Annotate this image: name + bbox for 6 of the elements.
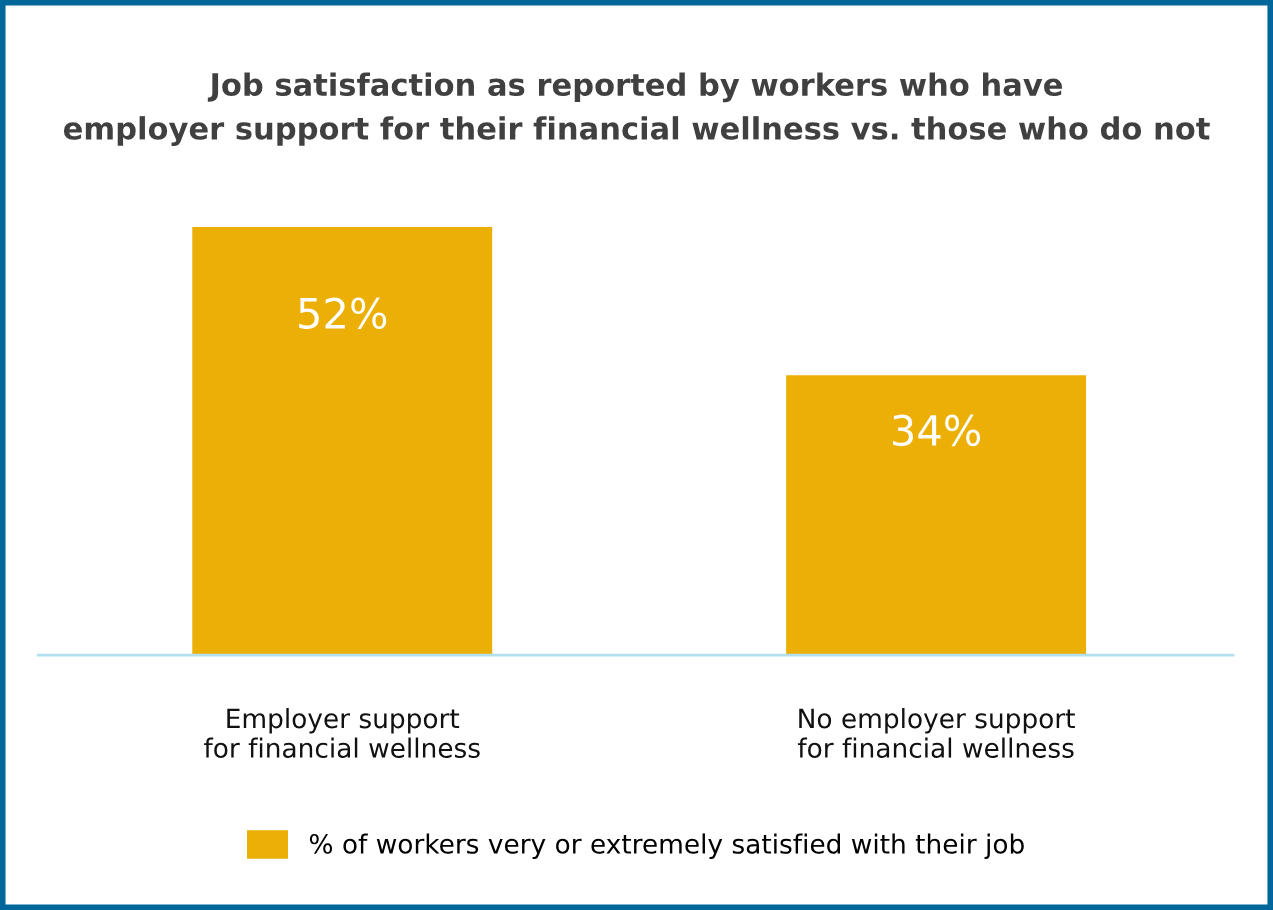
data-label: 34% bbox=[892, 414, 981, 447]
legend-label: % of workers very or extremely satisfied with their job bbox=[309, 833, 1024, 859]
chart-title: Job satisfaction as reported by workers who have employer support for their financial wellness vs. those who do not bbox=[63, 72, 1210, 146]
data-label: 52% bbox=[299, 297, 387, 330]
x-tick-label: No employer support for financial wellness bbox=[797, 707, 1075, 758]
x-tick-label: Employer support for financial wellness bbox=[204, 707, 480, 758]
